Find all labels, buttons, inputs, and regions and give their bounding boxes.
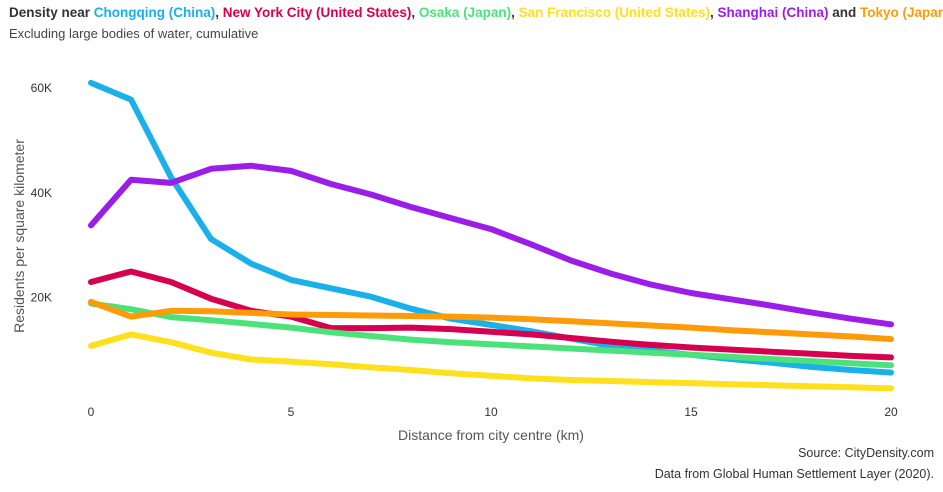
source-text: Source: CityDensity.com xyxy=(798,446,934,460)
y-tick-label: 20K xyxy=(31,291,52,305)
series-lines xyxy=(88,79,894,392)
series-line-new-york-city xyxy=(88,268,894,361)
y-axis-title: Residents per square kilometer xyxy=(11,139,27,333)
x-tick-label: 15 xyxy=(684,405,698,419)
series-line-chongqing xyxy=(88,79,894,376)
chart-subtitle: Excluding large bodies of water, cumulat… xyxy=(9,26,259,41)
series-line-shanghai xyxy=(88,162,894,328)
series-line-tokyo xyxy=(88,298,894,343)
x-axis-title: Distance from city centre (km) xyxy=(398,427,584,443)
y-tick-label: 60K xyxy=(31,81,52,95)
x-tick-label: 20 xyxy=(884,405,898,419)
y-tick-label: 40K xyxy=(31,186,52,200)
series-line-san-francisco xyxy=(88,331,894,392)
legend-entry-san-francisco: San Francisco (United States) xyxy=(518,5,710,20)
legend-entry-tokyo: Tokyo (Japan) xyxy=(859,5,943,20)
data-note: Data from Global Human Settlement Layer … xyxy=(654,467,934,481)
chart-title: Density near Chongqing (China), New York… xyxy=(9,5,943,20)
y-axis-ticks: 20K 40K 60K xyxy=(31,81,52,305)
legend-entry-osaka: Osaka (Japan) xyxy=(418,5,512,20)
x-tick-label: 5 xyxy=(288,405,295,419)
x-tick-label: 10 xyxy=(484,405,498,419)
legend-entry-chongqing: Chongqing (China) xyxy=(93,5,216,20)
legend-entry-new-york: New York City (United States) xyxy=(222,5,412,20)
x-axis-ticks: 0 5 10 15 20 xyxy=(88,405,898,419)
legend-entry-shanghai: Shanghai (China) xyxy=(717,5,829,20)
x-tick-label: 0 xyxy=(88,405,95,419)
series-line-osaka xyxy=(88,300,894,369)
